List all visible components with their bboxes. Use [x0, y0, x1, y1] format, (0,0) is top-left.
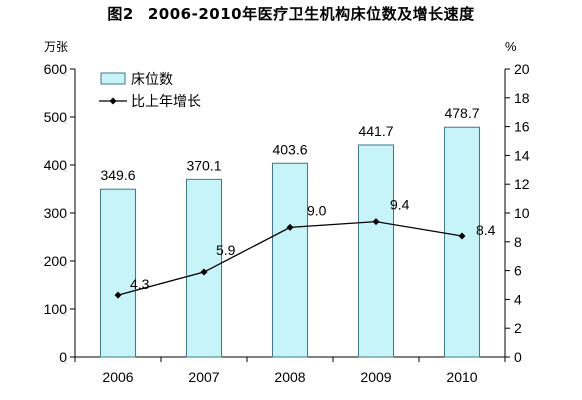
growth-point [200, 268, 208, 276]
right-tick-label: 18 [514, 90, 530, 106]
legend-bar-swatch [100, 72, 126, 85]
line-series [114, 218, 466, 299]
tick-labels: 0 100 200 300 400 500 600 0 2 4 6 8 10 12 14 16 18 20 2006… [44, 61, 530, 385]
right-tick-label: 8 [514, 234, 522, 250]
left-tick-label: 100 [44, 301, 68, 317]
right-tick-label: 2 [514, 320, 522, 336]
growth-value-label: 8.4 [476, 222, 496, 238]
bar-value-label: 478.7 [444, 105, 479, 121]
growth-value-label: 9.4 [390, 197, 410, 213]
x-tick-label: 2006 [102, 369, 133, 385]
right-tick-label: 14 [514, 147, 530, 163]
x-tick-label: 2010 [446, 369, 477, 385]
right-tick-label: 0 [514, 349, 522, 365]
left-tick-label: 500 [44, 109, 68, 125]
left-tick-label: 200 [44, 253, 68, 269]
right-tick-label: 12 [514, 176, 530, 192]
bar-labels: 349.6 370.1 403.6 441.7 478.7 [100, 105, 479, 183]
right-tick-label: 16 [514, 119, 530, 135]
growth-value-label: 9.0 [307, 202, 327, 218]
line-labels: 4.3 5.9 9.0 9.4 8.4 [130, 197, 496, 292]
bar-series [100, 126, 480, 358]
right-tick-label: 20 [514, 61, 530, 77]
left-tick-label: 300 [44, 205, 68, 221]
legend-line-marker [109, 97, 117, 105]
right-tick-label: 6 [514, 263, 522, 279]
bar [358, 144, 394, 358]
figure-title: 2006-2010年医疗卫生机构床位数及增长速度 [147, 5, 475, 23]
left-axis-unit: 万张 [44, 40, 68, 54]
x-tick-label: 2007 [188, 369, 219, 385]
left-tick-label: 0 [59, 349, 67, 365]
growth-value-label: 5.9 [216, 242, 236, 258]
right-tick-label: 10 [514, 205, 530, 221]
bar [444, 126, 480, 358]
bar-value-label: 349.6 [100, 167, 135, 183]
right-axis-unit: % [505, 39, 517, 54]
bar [186, 178, 222, 358]
right-tick-label: 4 [514, 291, 522, 307]
growth-point [372, 218, 380, 226]
growth-value-label: 4.3 [130, 276, 150, 292]
bar [100, 188, 136, 358]
x-tick-label: 2009 [360, 369, 391, 385]
bar [272, 162, 308, 358]
bar-value-label: 441.7 [358, 123, 393, 139]
x-tick-label: 2008 [274, 369, 305, 385]
growth-point [458, 232, 466, 240]
figure-label: 图2 [107, 5, 134, 23]
left-tick-label: 600 [44, 61, 68, 77]
bar-value-label: 370.1 [186, 157, 221, 173]
bar-value-label: 403.6 [272, 141, 307, 157]
growth-point [286, 223, 294, 231]
left-tick-label: 400 [44, 157, 68, 173]
legend-line-label: 比上年增长 [131, 93, 201, 109]
legend-bar-label: 床位数 [131, 71, 173, 87]
growth-point [114, 291, 122, 299]
chart-title: 图2 2006-2010年医疗卫生机构床位数及增长速度 [0, 3, 582, 24]
